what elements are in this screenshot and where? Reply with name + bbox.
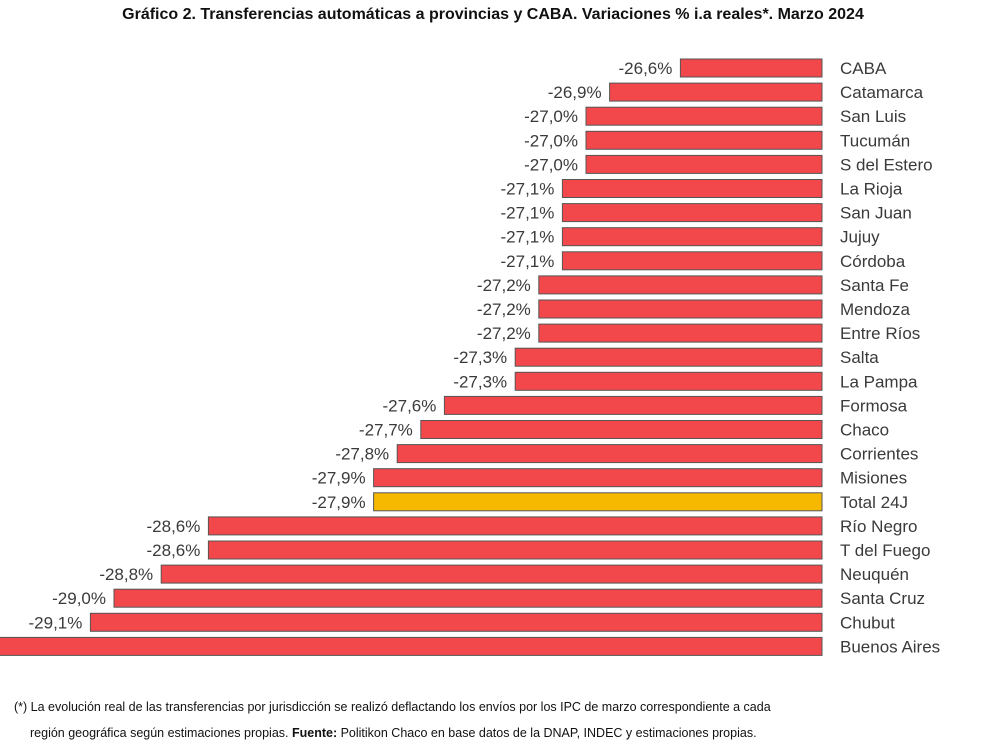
category-label-caba: CABA	[840, 59, 887, 78]
category-label-chubut: Chubut	[840, 613, 895, 632]
category-label-total-24j: Total 24J	[840, 493, 908, 512]
value-label-la-pampa: -27,3%	[453, 372, 507, 391]
value-label-mendoza: -27,2%	[477, 300, 531, 319]
bar-chubut	[89, 612, 823, 632]
category-label-cordoba: Córdoba	[840, 252, 906, 271]
footnote-line-2-text: región geográfica según estimaciones pro…	[30, 726, 292, 740]
bar-chaco	[420, 420, 823, 439]
bar-entre-rios	[538, 323, 823, 343]
category-label-neuquen: Neuquén	[840, 565, 909, 584]
category-label-buenos-aires: Buenos Aires	[840, 637, 940, 656]
category-label-t-del-fuego: T del Fuego	[840, 541, 930, 560]
category-label-san-juan: San Juan	[840, 204, 912, 223]
category-label-mendoza: Mendoza	[840, 300, 910, 319]
value-label-san-juan: -27,1%	[501, 204, 555, 223]
footnote-line-2: región geográfica según estimaciones pro…	[14, 720, 964, 746]
value-label-la-rioja: -27,1%	[501, 180, 555, 199]
bar-jujuy	[561, 227, 823, 247]
bar-s-del-estero	[585, 154, 823, 174]
footnote-source-label: Fuente:	[291, 726, 338, 740]
category-label-misiones: Misiones	[840, 469, 907, 488]
bar-salta	[514, 347, 823, 367]
category-label-chaco: Chaco	[840, 421, 889, 440]
bar-neuquen	[160, 564, 823, 584]
bar-mendoza	[538, 299, 823, 319]
bar-chart: -26,6% -26,9% -27,0% -27,0% -27,0% -27,1% -27,…	[0, 58, 940, 656]
category-label-rio-negro: Río Negro	[840, 517, 917, 536]
category-label-santa-cruz: Santa Cruz	[840, 589, 925, 608]
bar-misiones	[373, 468, 823, 488]
value-label-entre-rios: -27,2%	[477, 324, 531, 343]
bar-la-rioja	[561, 179, 823, 198]
category-label-jujuy: Jujuy	[840, 228, 880, 247]
bar-san-luis	[585, 106, 823, 126]
value-label-neuquen: -28,8%	[99, 565, 153, 584]
category-label-catamarca: Catamarca	[840, 83, 924, 102]
category-label-salta: Salta	[840, 348, 879, 367]
category-label-tucuman: Tucumán	[840, 131, 910, 150]
category-label-la-pampa: La Pampa	[840, 372, 918, 391]
value-label-catamarca: -26,9%	[548, 83, 602, 102]
bar-caba	[679, 58, 823, 78]
footnote-line-1: (*) La evolución real de las transferenc…	[14, 700, 771, 714]
value-label-tucuman: -27,0%	[524, 131, 578, 150]
bars-group	[0, 58, 823, 656]
value-label-caba: -26,6%	[619, 59, 673, 78]
value-label-chaco: -27,7%	[359, 421, 413, 440]
bar-formosa	[443, 395, 823, 415]
bar-san-juan	[561, 203, 823, 223]
value-label-s-del-estero: -27,0%	[524, 155, 578, 174]
value-label-santa-fe: -27,2%	[477, 276, 531, 295]
category-label-la-rioja: La Rioja	[840, 180, 903, 199]
value-label-santa-cruz: -29,0%	[52, 589, 106, 608]
bar-catamarca	[609, 82, 823, 102]
bar-tucuman	[585, 130, 823, 150]
bar-corrientes	[396, 444, 823, 464]
category-label-san-luis: San Luis	[840, 107, 906, 126]
value-label-cordoba: -27,1%	[501, 252, 555, 271]
bar-total-24j	[373, 492, 823, 512]
category-label-entre-rios: Entre Ríos	[840, 324, 920, 343]
value-label-formosa: -27,6%	[383, 396, 437, 415]
bar-rio-negro	[207, 516, 823, 536]
value-labels-group: -26,6% -26,9% -27,0% -27,0% -27,0% -27,1% -27,…	[29, 59, 673, 632]
bar-buenos-aires	[0, 636, 823, 656]
category-labels-group: CABA Catamarca San Luis Tucumán S del Estero…	[840, 59, 940, 656]
value-label-rio-negro: -28,6%	[147, 517, 201, 536]
bar-santa-fe	[538, 275, 823, 295]
value-label-jujuy: -27,1%	[501, 228, 555, 247]
value-label-salta: -27,3%	[453, 348, 507, 367]
bar-la-pampa	[514, 371, 823, 391]
category-label-santa-fe: Santa Fe	[840, 276, 909, 295]
category-label-corrientes: Corrientes	[840, 445, 918, 464]
bar-santa-cruz	[113, 588, 823, 608]
footnote-source-text: Politikon Chaco en base datos de la DNAP…	[337, 726, 757, 740]
category-label-formosa: Formosa	[840, 396, 908, 415]
value-label-total-24j: -27,9%	[312, 493, 366, 512]
bar-cordoba	[561, 251, 823, 271]
chart-title: Gráfico 2. Transferencias automáticas a …	[122, 6, 864, 23]
value-label-chubut: -29,1%	[29, 613, 83, 632]
value-label-misiones: -27,9%	[312, 469, 366, 488]
value-label-corrientes: -27,8%	[335, 445, 389, 464]
category-label-s-del-estero: S del Estero	[840, 155, 933, 174]
bar-t-del-fuego	[207, 540, 823, 560]
value-label-san-luis: -27,0%	[524, 107, 578, 126]
value-label-t-del-fuego: -28,6%	[147, 541, 201, 560]
footnote: (*) La evolución real de las transferenc…	[14, 694, 964, 746]
